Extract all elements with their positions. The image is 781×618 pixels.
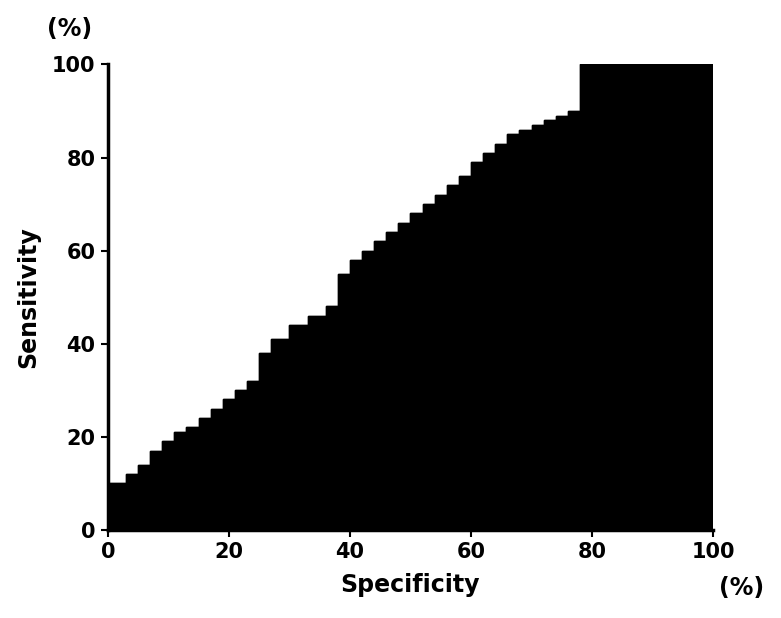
Y-axis label: Sensitivity: Sensitivity — [16, 226, 41, 368]
Text: (%): (%) — [47, 17, 92, 41]
Polygon shape — [108, 64, 713, 530]
Text: (%): (%) — [719, 576, 765, 600]
X-axis label: Specificity: Specificity — [341, 574, 480, 598]
